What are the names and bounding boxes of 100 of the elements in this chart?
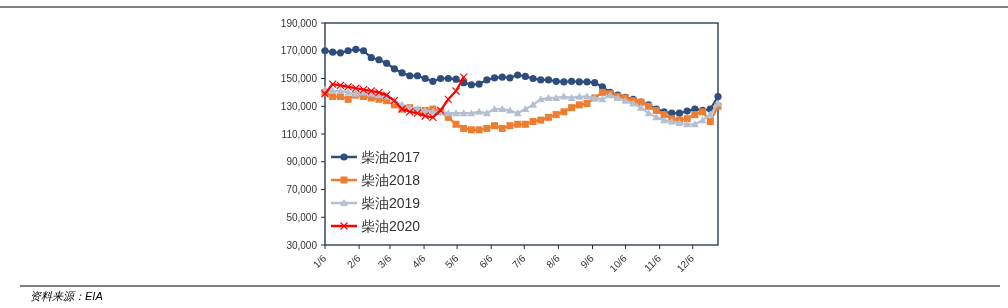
point [490, 74, 499, 82]
point [552, 93, 561, 101]
point [521, 120, 529, 128]
point [544, 76, 553, 84]
point [521, 72, 529, 81]
point [706, 110, 715, 118]
point [421, 111, 430, 121]
point [698, 116, 707, 124]
point [482, 109, 491, 117]
x-tick-label: 12/6 [674, 252, 697, 275]
y-tick-label: 190,000 [280, 17, 318, 29]
point [598, 95, 607, 103]
y-tick-label: 90,000 [286, 156, 318, 168]
point [375, 56, 383, 64]
point [567, 77, 576, 85]
x-tick-label: 4/6 [409, 252, 428, 271]
point [690, 120, 699, 128]
point [529, 100, 538, 108]
point [336, 86, 345, 94]
point [544, 93, 553, 101]
point [452, 109, 460, 117]
point [575, 101, 583, 109]
point [552, 77, 560, 85]
point [444, 74, 452, 83]
y-tick-label: 150,000 [280, 73, 318, 84]
point [351, 84, 360, 93]
point [329, 48, 337, 56]
x-tick-label: 3/6 [375, 252, 394, 271]
x-tick-label: 11/6 [642, 252, 664, 274]
point [344, 95, 352, 103]
x-tick-label: 8/6 [544, 252, 563, 271]
point [706, 118, 714, 126]
point [498, 124, 506, 132]
x-tick-label: 7/6 [510, 252, 528, 271]
point [498, 105, 507, 113]
point [429, 77, 437, 85]
legend-label: 柴油2019 [361, 195, 421, 211]
x-tick-label: 2/6 [344, 252, 363, 271]
point [560, 108, 568, 116]
point [452, 120, 460, 128]
point [413, 109, 422, 118]
point [544, 113, 552, 121]
point [344, 82, 353, 91]
point [644, 109, 653, 117]
point [514, 71, 522, 79]
point [529, 118, 537, 126]
point [405, 107, 414, 116]
point [467, 126, 475, 134]
point [575, 78, 583, 86]
point [583, 99, 591, 107]
point [367, 54, 375, 62]
point [560, 78, 568, 86]
point [475, 107, 484, 115]
point [675, 109, 684, 117]
point [529, 74, 537, 83]
text: 资料来源：EIA [30, 290, 103, 302]
point [421, 74, 429, 83]
x-tick-label: 5/6 [442, 252, 461, 271]
x-tick-label: 6/6 [477, 252, 495, 271]
point [383, 59, 391, 67]
point [452, 75, 460, 83]
point [444, 95, 453, 104]
point [352, 45, 360, 53]
y-tick-label: 130,000 [280, 100, 318, 112]
point [552, 111, 560, 119]
point [691, 111, 699, 119]
point [683, 115, 691, 123]
point [459, 73, 468, 82]
point [506, 122, 514, 130]
point [591, 79, 599, 87]
point [336, 49, 345, 57]
point [490, 105, 499, 113]
point [568, 104, 576, 112]
point [459, 109, 468, 117]
point [498, 73, 506, 81]
point [521, 105, 530, 113]
legend-label: 柴油2020 [361, 218, 421, 234]
point [598, 88, 606, 96]
point [467, 81, 476, 89]
point [328, 86, 337, 94]
point [559, 92, 568, 100]
point [537, 76, 545, 84]
point [328, 79, 337, 89]
point [390, 65, 398, 73]
legend-label: 柴油2018 [361, 172, 421, 188]
y-tick-label: 70,000 [286, 184, 318, 195]
x-tick-label: 1/6 [310, 252, 329, 271]
point [714, 92, 722, 101]
point [483, 76, 491, 84]
point [575, 92, 584, 100]
point [460, 124, 468, 132]
point [683, 107, 691, 115]
point [513, 109, 522, 117]
point [398, 69, 406, 77]
point [636, 103, 645, 111]
point [428, 113, 437, 122]
point [583, 92, 591, 100]
y-tick-label: 30,000 [286, 239, 318, 251]
point [344, 47, 352, 55]
point [514, 120, 522, 128]
